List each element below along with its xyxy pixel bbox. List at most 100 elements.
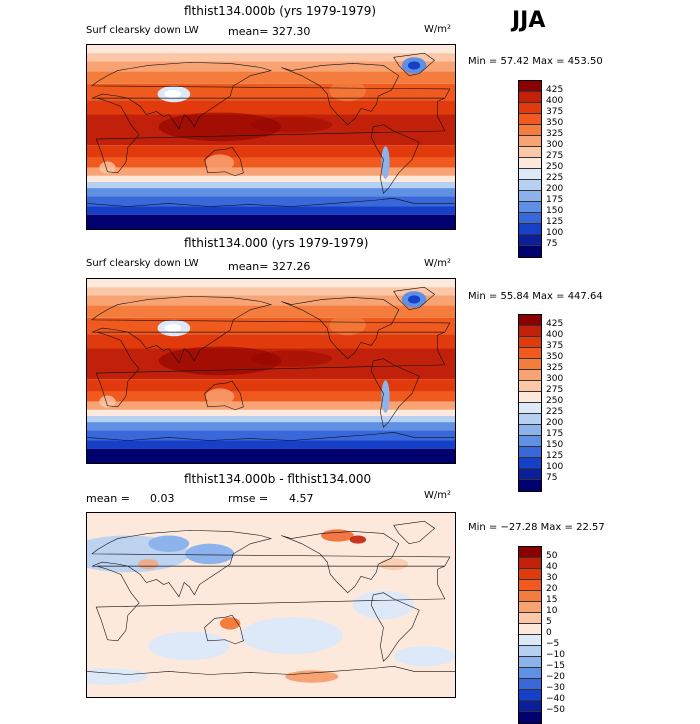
colorbar-label: −20 xyxy=(546,672,565,682)
map-feature xyxy=(148,631,231,661)
panel-1-units: W/m² xyxy=(424,24,452,35)
colorbar-box xyxy=(519,679,541,690)
colorbar-box xyxy=(519,136,541,147)
panel-1-colorbar-boxes xyxy=(518,80,542,258)
panel-2-variable: Surf clearsky down LW xyxy=(86,258,199,269)
colorbar-box xyxy=(519,558,541,569)
colorbar-label: 150 xyxy=(546,206,564,216)
colorbar-label: 50 xyxy=(546,551,558,561)
map-feature xyxy=(393,645,455,667)
colorbar-box xyxy=(519,436,541,447)
panel-1-variable: Surf clearsky down LW xyxy=(86,25,199,36)
panel-2-title: flthist134.000 (yrs 1979-1979) xyxy=(184,236,369,250)
colorbar-label: 125 xyxy=(546,451,564,461)
coastline xyxy=(281,63,399,124)
colorbar-label: 100 xyxy=(546,462,564,472)
panel-2-units: W/m² xyxy=(424,258,452,269)
panel-3-units: W/m² xyxy=(424,490,452,501)
map-feature xyxy=(285,670,339,683)
map-feature xyxy=(250,350,333,367)
colorbar-box xyxy=(519,213,541,224)
colorbar-box xyxy=(519,414,541,425)
map-band xyxy=(87,145,455,158)
coastline xyxy=(92,530,450,596)
map-band xyxy=(87,440,455,449)
map-feature xyxy=(164,323,182,333)
colorbar-label: 400 xyxy=(546,330,564,340)
colorbar-box xyxy=(519,158,541,169)
colorbar-label: 350 xyxy=(546,118,564,128)
colorbar-label: 425 xyxy=(546,85,564,95)
map-band xyxy=(87,214,455,229)
colorbar-box xyxy=(519,712,541,723)
map-feature xyxy=(138,559,159,570)
colorbar-label: 200 xyxy=(546,184,564,194)
colorbar-box xyxy=(519,381,541,392)
panel-2-colorbar-boxes xyxy=(518,314,542,492)
map-band xyxy=(87,100,455,115)
colorbar-label: −5 xyxy=(546,639,560,649)
coastline xyxy=(371,359,419,427)
panel-3-colorbar-boxes xyxy=(518,546,542,724)
colorbar-box xyxy=(519,224,541,235)
panel-3-minmax: Min = −27.28 Max = 22.57 xyxy=(468,522,605,533)
colorbar-label: 75 xyxy=(546,239,558,249)
colorbar-label: −15 xyxy=(546,661,565,671)
coastline xyxy=(92,296,450,362)
panel-3-rmse-label: rmse = xyxy=(228,492,269,505)
map-feature xyxy=(379,557,408,571)
map-field xyxy=(87,45,455,229)
colorbar-box xyxy=(519,458,541,469)
colorbar-box xyxy=(519,403,541,414)
colorbar-label: 100 xyxy=(546,228,564,238)
panel-2-colorbar: 425 400 375 350 325 300 275 250 225 200 175 150 125 1… xyxy=(518,314,563,492)
colorbar-box xyxy=(519,246,541,257)
map-field xyxy=(87,513,455,697)
panel-3-mean-value: 0.03 xyxy=(150,492,175,505)
colorbar-label: 425 xyxy=(546,319,564,329)
colorbar-box xyxy=(519,180,541,191)
colorbar-label: 375 xyxy=(546,107,564,117)
colorbar-box xyxy=(519,147,541,158)
colorbar-box xyxy=(519,392,541,403)
colorbar-label: 375 xyxy=(546,341,564,351)
map-feature xyxy=(99,161,116,174)
colorbar-label: 15 xyxy=(546,595,558,605)
coastline xyxy=(96,566,445,641)
colorbar-box xyxy=(519,202,541,213)
colorbar-label: 75 xyxy=(546,473,558,483)
colorbar-box xyxy=(519,569,541,580)
map-band xyxy=(87,167,455,176)
map-feature xyxy=(240,617,343,655)
panel-1-map xyxy=(86,44,456,230)
colorbar-box xyxy=(519,447,541,458)
map-band xyxy=(87,401,455,410)
coastline xyxy=(205,615,244,644)
coastline xyxy=(394,287,435,309)
coastline xyxy=(394,521,435,543)
map-feature xyxy=(352,590,415,620)
map-band xyxy=(87,409,455,416)
map-band xyxy=(87,279,455,288)
colorbar-label: 200 xyxy=(546,418,564,428)
coastline xyxy=(281,297,399,358)
map-band xyxy=(87,45,455,54)
panel-2-map xyxy=(86,278,456,464)
map-field xyxy=(87,279,455,463)
colorbar-label: 350 xyxy=(546,352,564,362)
map-band xyxy=(87,181,455,189)
colorbar-label: 225 xyxy=(546,407,564,417)
colorbar-box xyxy=(519,370,541,381)
coastline xyxy=(96,332,445,407)
map-band xyxy=(87,422,455,431)
colorbar-box xyxy=(519,235,541,246)
map-feature xyxy=(158,346,282,376)
colorbar-box xyxy=(519,359,541,370)
colorbar-box xyxy=(519,469,541,480)
map-band xyxy=(87,430,455,441)
colorbar-box xyxy=(519,657,541,668)
colorbar-box xyxy=(519,635,541,646)
map-feature xyxy=(381,380,390,413)
colorbar-box xyxy=(519,326,541,337)
colorbar-label: 400 xyxy=(546,96,564,106)
